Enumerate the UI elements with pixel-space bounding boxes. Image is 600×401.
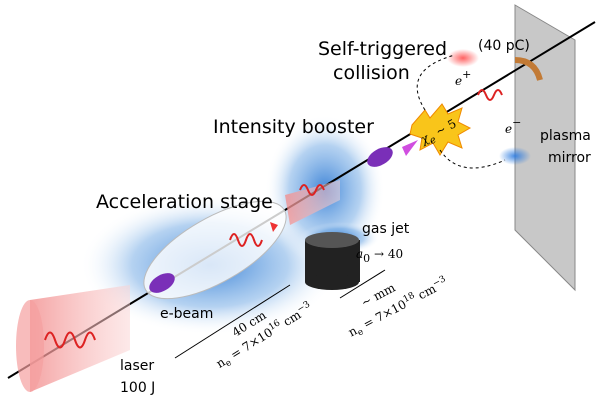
- unit-exp: −3: [431, 274, 448, 289]
- charge-label: (40 pC): [478, 38, 530, 54]
- diagram: Self-triggeredcollision (40 pC) e+ e− pl…: [0, 0, 600, 401]
- electron-path: [440, 150, 505, 168]
- positron-label: e+: [455, 68, 471, 88]
- gas-jet-bottom: [305, 274, 359, 290]
- label-line: 100 J: [120, 380, 155, 396]
- label-line: plasma: [540, 128, 591, 144]
- a0-label: a0 → 40: [356, 247, 403, 265]
- positron-blob: [447, 49, 479, 67]
- booster-label: Intensity booster: [213, 116, 374, 138]
- label-line: Self-triggered: [318, 38, 447, 60]
- label-line: laser: [120, 358, 154, 374]
- positron-path: [417, 55, 455, 110]
- symbol: a: [356, 247, 363, 261]
- rest: → 40: [370, 247, 403, 261]
- symbol: e: [505, 122, 512, 136]
- sup: +: [462, 68, 471, 81]
- gas-jet-top: [305, 232, 359, 248]
- label-line: mirror: [548, 150, 591, 166]
- label-line: collision: [333, 62, 410, 84]
- symbol: e: [455, 74, 462, 88]
- laser-label: laser 100 J: [120, 358, 155, 396]
- sup: −: [512, 116, 521, 129]
- acceleration-label: Acceleration stage: [96, 191, 273, 213]
- bunch-arrow: [402, 140, 418, 156]
- gas-jet-label: gas jet: [362, 221, 410, 237]
- ebeam-label: e-beam: [160, 306, 213, 322]
- cone-base: [16, 300, 44, 392]
- electron-blob: [499, 147, 531, 165]
- sub: 0: [363, 252, 370, 265]
